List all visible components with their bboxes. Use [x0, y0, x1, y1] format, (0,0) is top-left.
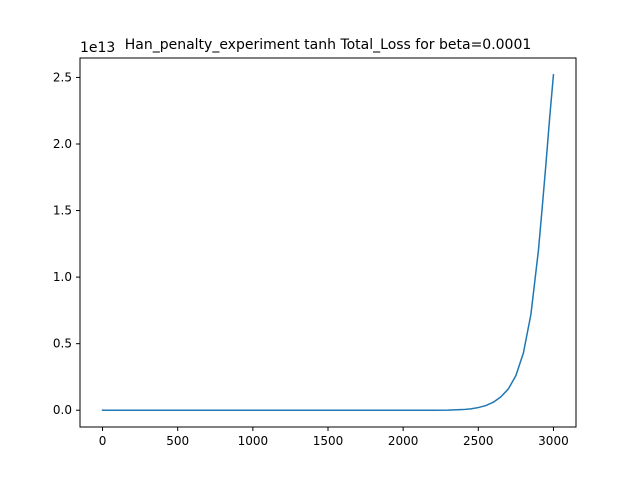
y-offset-label: 1e13 [80, 40, 115, 56]
x-axis: 0 500 1000 1500 2000 2500 3000 [99, 427, 569, 448]
plot-area [101, 73, 555, 411]
x-tick-label: 500 [166, 434, 189, 448]
x-tick-label: 2000 [388, 434, 419, 448]
y-tick-label: 2.0 [53, 137, 72, 151]
y-tick-label: 1.5 [53, 204, 72, 218]
x-tick-label: 2500 [463, 434, 494, 448]
x-tick-label: 3000 [538, 434, 569, 448]
y-axis: 0.0 0.5 1.0 1.5 2.0 2.5 [53, 70, 80, 417]
y-tick-label: 0.5 [53, 337, 72, 351]
y-tick-label: 0.0 [53, 403, 72, 417]
x-tick-label: 1500 [313, 434, 344, 448]
x-tick-label: 1000 [238, 434, 269, 448]
x-tick-label: 0 [99, 434, 107, 448]
y-tick-label: 2.5 [53, 70, 72, 84]
chart-title: Han_penalty_experiment tanh Total_Loss f… [125, 37, 532, 53]
y-tick-label: 1.0 [53, 270, 72, 284]
series-line-0 [101, 73, 555, 411]
